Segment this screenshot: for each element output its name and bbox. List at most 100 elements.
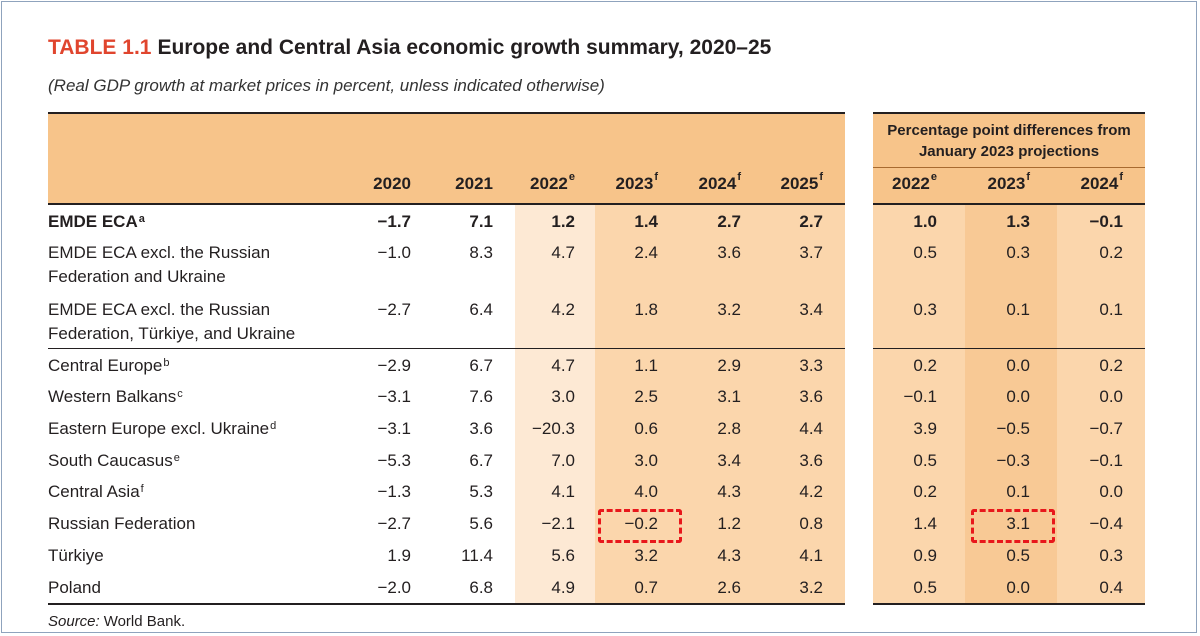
diff-group-header: Percentage point differences from Januar… [887,122,1131,160]
table-cell: 1.3 [1006,212,1030,231]
table-cell: 4.9 [551,578,575,597]
table-cell: 0.2 [913,482,937,501]
table-cell: 0.3 [1006,243,1030,262]
row-label: EMDE ECAa [48,210,145,234]
col-2022e-shade [515,204,595,604]
table-cell: −3.1 [377,419,411,438]
table-cell: −2.1 [541,514,575,533]
table-cell: −2.0 [377,578,411,597]
table-cell: 2.4 [634,243,658,262]
diff-col-2023f-shade [965,204,1057,604]
table-cell: 5.6 [551,546,575,565]
table-cell: 1.9 [387,546,411,565]
source-label: Source: [48,613,100,630]
table-cell: 6.7 [469,451,493,470]
group-header-rule [873,167,1145,168]
row-label-footnote: d [270,420,277,432]
row-label-text: EMDE ECA [48,212,138,231]
col-2023f-2025f-shade [595,204,845,604]
table-cell: −0.1 [1089,212,1123,231]
table-cell: 3.4 [799,300,823,319]
table-cell: −2.9 [377,356,411,375]
table-cell: 0.9 [913,546,937,565]
table-cell: 2.7 [717,212,741,231]
table-cell: −1.3 [377,482,411,501]
table-cell: 0.1 [1099,300,1123,319]
diff-header-bg [873,112,1145,204]
table-cell: 3.4 [717,451,741,470]
table-cell: 0.0 [1099,482,1123,501]
row-label-line-2: Federation and Ukraine [48,267,226,286]
row-label-text: South Caucasus [48,451,173,470]
row-label: Russian Federation [48,512,195,536]
table-cell: 0.3 [913,300,937,319]
table-cell: 4.4 [799,419,823,438]
diff-col-2022e-shade [873,204,965,604]
table-cell: 4.3 [717,546,741,565]
row-label-line-2: Federation, Türkiye, and Ukraine [48,324,296,343]
table-cell: 8.3 [469,243,493,262]
table-cell: −2.7 [377,300,411,319]
table-cell: −0.7 [1089,419,1123,438]
top-rule-diff [873,112,1145,114]
row-label-footnote: b [163,357,170,369]
table-cell: −0.1 [1089,451,1123,470]
column-header-5: 2025f [743,171,824,194]
table-cell: 7.6 [469,387,493,406]
column-header-year: 2021 [455,174,493,193]
row-label: Central Asiaf [48,480,144,504]
table-cell: 4.0 [634,482,658,501]
table-cell: −1.0 [377,243,411,262]
table-cell: 4.3 [717,482,741,501]
table-cell: 2.8 [717,419,741,438]
table-cell: 0.3 [1099,546,1123,565]
column-header-0: 2020 [331,174,411,194]
table-cell: 1.2 [551,212,575,231]
column-header-year: 2022 [892,174,930,193]
header-rule-diff [873,203,1145,205]
table-cell: 0.0 [1006,578,1030,597]
main-header-bg [48,112,845,204]
column-header-year: 2025 [780,174,819,193]
row-label: Poland [48,576,101,600]
table-cell: 4.1 [551,482,575,501]
column-header-year: 2020 [373,174,411,193]
table-cell: 0.5 [1006,546,1030,565]
row-label-text: Central Asia [48,482,140,501]
table-cell: 4.2 [551,300,575,319]
table-cell: 1.1 [634,356,658,375]
highlight-box-russia-diff-2023 [971,509,1055,543]
table-cell: 11.4 [461,546,493,565]
table-cell: 0.4 [1099,578,1123,597]
row-label-text: Eastern Europe excl. Ukraine [48,419,270,438]
bottom-rule-diff [873,603,1145,605]
table-cell: 3.0 [551,387,575,406]
table-cell: −0.5 [996,419,1030,438]
table-cell: 2.9 [717,356,741,375]
table-cell: 6.4 [469,300,493,319]
table-cell: 3.9 [913,419,937,438]
row-label-text: Poland [48,578,101,597]
table-cell: 1.4 [634,212,658,231]
highlight-box-russia-2023 [598,509,682,543]
column-header-6: 2022e [857,171,937,194]
table-cell: 0.2 [1099,356,1123,375]
table-cell: 5.3 [469,482,493,501]
table-cell: −20.3 [531,419,575,438]
source-text: World Bank. [103,613,186,630]
column-header-superscript: f [737,171,741,183]
column-header-4: 2024f [661,171,742,194]
table-cell: 0.6 [634,419,658,438]
table-cell: 0.0 [1006,356,1030,375]
table-cell: 0.7 [634,578,658,597]
table-cell: 4.7 [551,356,575,375]
table-label: TABLE 1.1 [48,36,152,59]
table-cell: 3.6 [469,419,493,438]
table-cell: 3.3 [799,356,823,375]
table-cell: −5.3 [377,451,411,470]
table-cell: 3.2 [799,578,823,597]
column-header-3: 2023f [578,171,659,194]
table-cell: 1.4 [913,514,937,533]
row-label-line-1: EMDE ECA excl. the Russian [48,300,271,319]
